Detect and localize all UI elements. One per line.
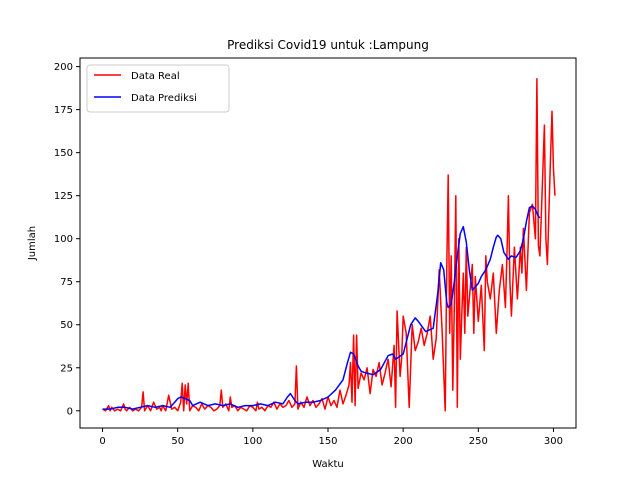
y-tick-label: 0 <box>67 406 73 417</box>
series-line-data-prediksi <box>102 205 541 410</box>
y-tick-label: 75 <box>60 277 73 288</box>
y-axis-label: Jumlah <box>27 226 38 261</box>
x-axis-label: Waktu <box>312 459 343 470</box>
x-tick-label: 250 <box>469 436 488 447</box>
x-tick-label: 0 <box>99 436 105 447</box>
series-group <box>102 77 556 412</box>
y-tick-label: 175 <box>54 105 73 116</box>
legend-box <box>86 64 230 113</box>
x-tick-label: 100 <box>243 436 262 447</box>
legend-label-data-prediksi: Data Prediksi <box>131 93 197 104</box>
series-line-data-real <box>102 77 556 412</box>
y-axis: 0 25 50 75 100 125 150 175 200 <box>54 62 80 417</box>
x-tick-label: 300 <box>544 436 563 447</box>
y-tick-label: 25 <box>60 363 73 374</box>
y-tick-label: 50 <box>60 320 73 331</box>
x-axis: 0 50 100 150 200 250 300 <box>99 428 563 447</box>
x-tick-label: 150 <box>318 436 337 447</box>
y-tick-label: 200 <box>54 62 73 73</box>
y-tick-label: 150 <box>54 148 73 159</box>
chart-title: Prediksi Covid19 untuk :Lampung <box>227 38 429 52</box>
legend: Data Real Data Prediksi <box>86 64 230 113</box>
x-tick-label: 200 <box>394 436 413 447</box>
legend-label-data-real: Data Real <box>131 71 180 82</box>
y-tick-label: 100 <box>54 234 73 245</box>
x-tick-label: 50 <box>171 436 184 447</box>
y-tick-label: 125 <box>54 191 73 202</box>
